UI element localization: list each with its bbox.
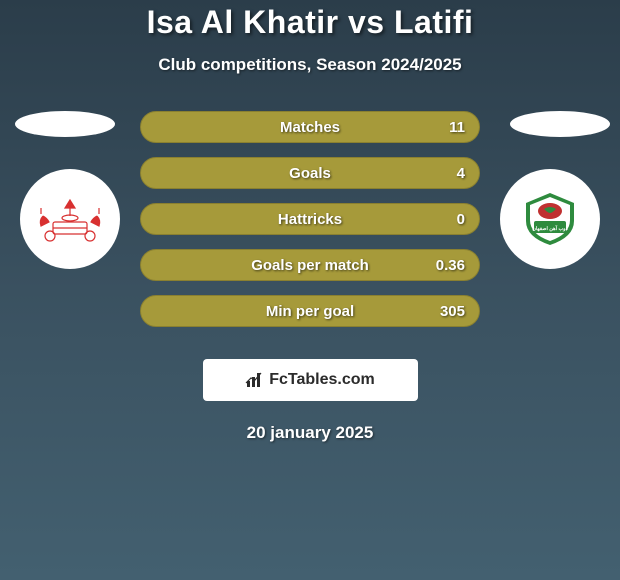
page-title: Isa Al Khatir vs Latifi <box>0 4 620 41</box>
stat-row-goals-per-match: Goals per match 0.36 <box>140 249 480 281</box>
club-right-logo-icon: ذوب آهن اصفهان <box>520 189 580 249</box>
branding-text: FcTables.com <box>269 371 375 389</box>
club-left-logo-icon <box>35 194 105 244</box>
svg-text:ذوب آهن اصفهان: ذوب آهن اصفهان <box>532 225 568 232</box>
player-right-avatar <box>510 111 610 137</box>
chart-icon <box>245 371 263 389</box>
stat-label: Matches <box>280 119 340 136</box>
stat-row-matches: Matches 11 <box>140 111 480 143</box>
player-left-avatar <box>15 111 115 137</box>
stat-label: Goals per match <box>251 257 369 274</box>
subtitle: Club competitions, Season 2024/2025 <box>0 55 620 75</box>
stat-value: 0 <box>457 211 465 228</box>
stat-row-hattricks: Hattricks 0 <box>140 203 480 235</box>
stats-bars: Matches 11 Goals 4 Hattricks 0 Goals per… <box>140 111 480 327</box>
club-right-badge: ذوب آهن اصفهان <box>500 169 600 269</box>
stat-value: 305 <box>440 303 465 320</box>
player-right-column: ذوب آهن اصفهان <box>510 111 610 269</box>
stat-row-min-per-goal: Min per goal 305 <box>140 295 480 327</box>
stat-value: 0.36 <box>436 257 465 274</box>
date-text: 20 january 2025 <box>0 423 620 443</box>
stat-value: 4 <box>457 165 465 182</box>
stat-label: Hattricks <box>278 211 342 228</box>
stat-label: Goals <box>289 165 331 182</box>
player-left-column <box>10 111 120 269</box>
stat-row-goals: Goals 4 <box>140 157 480 189</box>
branding-badge: FcTables.com <box>203 359 418 401</box>
stat-value: 11 <box>449 119 465 136</box>
stat-label: Min per goal <box>266 303 354 320</box>
club-left-badge <box>20 169 120 269</box>
